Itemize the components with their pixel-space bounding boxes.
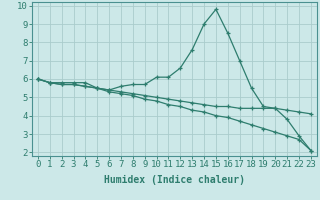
X-axis label: Humidex (Indice chaleur): Humidex (Indice chaleur) [104,175,245,185]
